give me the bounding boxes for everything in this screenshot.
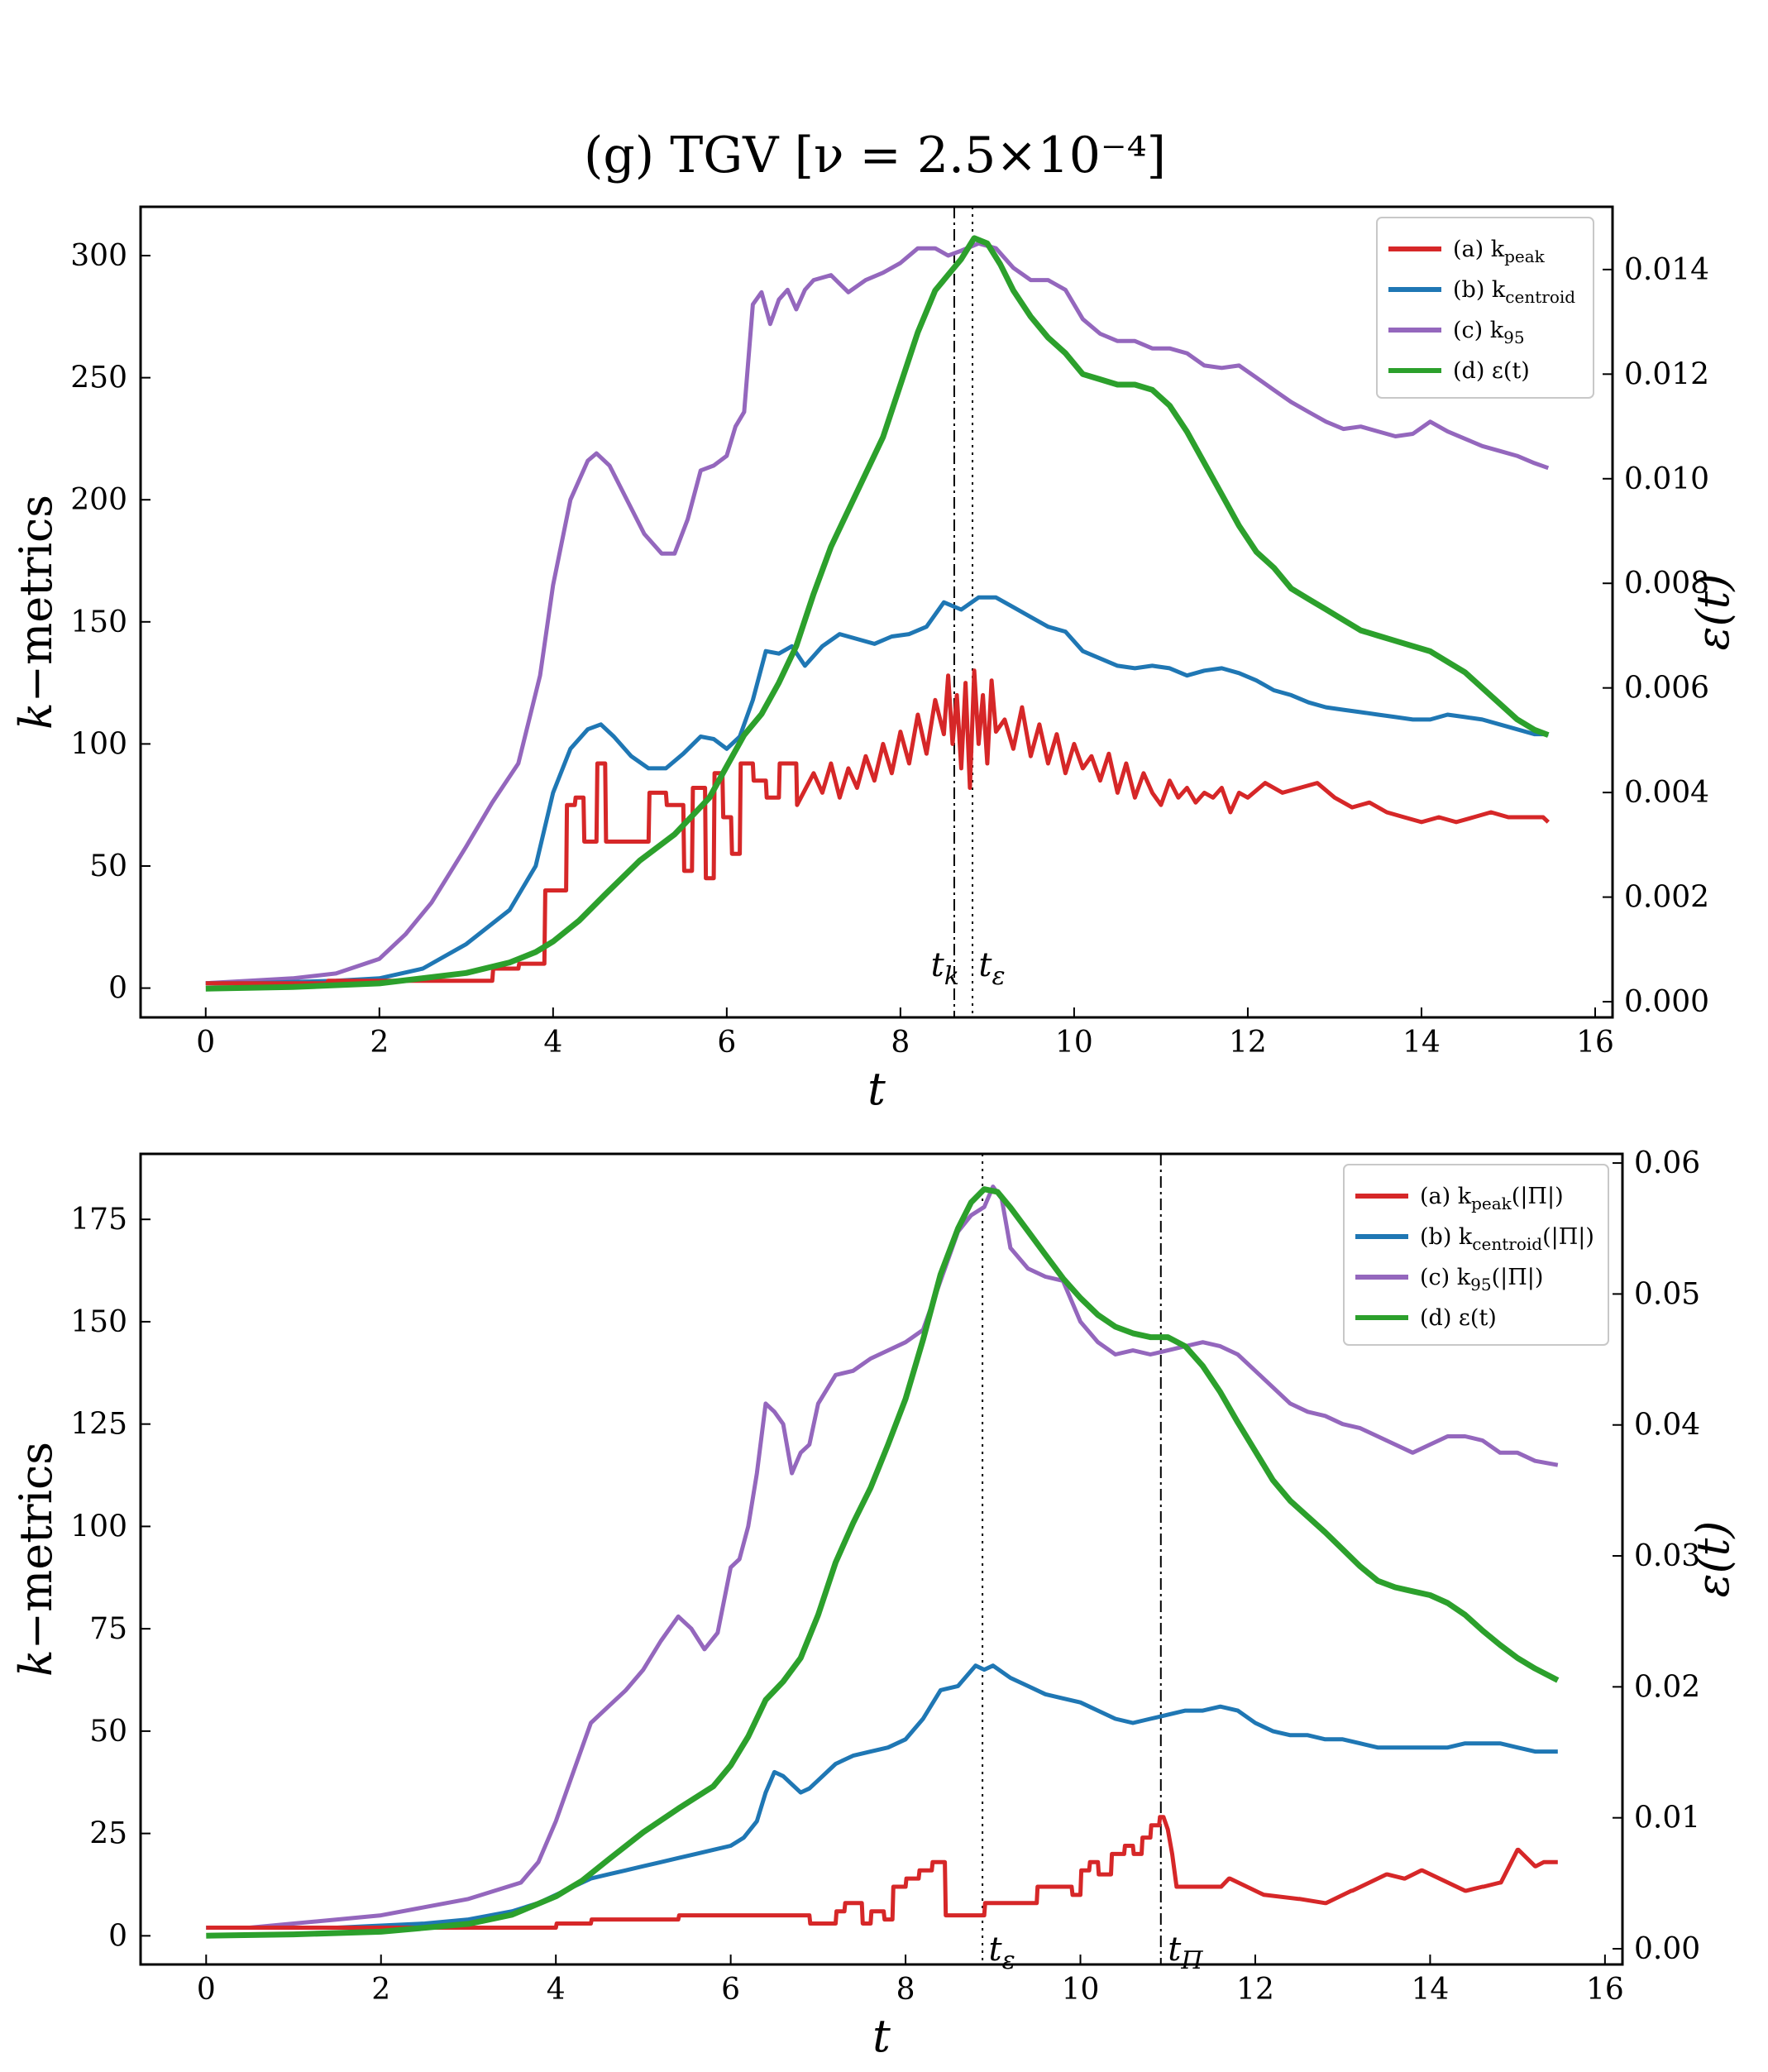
y-tick-label: 250 <box>70 361 127 395</box>
x-tick-label: 8 <box>896 1973 915 2007</box>
x-tick-label: 12 <box>1236 1973 1274 2007</box>
y2-tick-label: 0.02 <box>1634 1670 1700 1704</box>
y-tick-label: 75 <box>89 1612 127 1646</box>
legend-entry: (b) kcentroid(|Π|) <box>1420 1224 1594 1254</box>
y2-axis-label: ε(t) <box>1687 574 1739 651</box>
y2-tick-label: 0.03 <box>1634 1539 1700 1573</box>
y2-tick-label: 0.012 <box>1624 357 1709 391</box>
y2-tick-label: 0.05 <box>1634 1277 1700 1311</box>
y2-tick-label: 0.04 <box>1634 1409 1700 1443</box>
x-axis-label: t <box>872 2010 891 2062</box>
y2-tick-label: 0.000 <box>1624 985 1709 1019</box>
vline-annotation: tε <box>989 1931 1015 1975</box>
x-tick-label: 10 <box>1055 1026 1093 1060</box>
y2-tick-label: 0.014 <box>1624 253 1709 287</box>
y-tick-label: 200 <box>70 483 127 517</box>
y-tick-label: 25 <box>89 1817 127 1851</box>
legend-entry: (c) k95 <box>1453 318 1525 347</box>
y-tick-label: 0 <box>108 1919 127 1953</box>
x-tick-label: 2 <box>371 1973 390 2007</box>
x-tick-label: 8 <box>891 1026 910 1060</box>
series-line-green <box>205 235 1550 992</box>
bottom-panel: 0 2 4 6 8 10 12 14 16 0 25 50 75 100 125 150 175 0.00 0.01… <box>10 1146 1739 2062</box>
y-tick-label: 150 <box>70 605 127 639</box>
x-tick-label: 16 <box>1586 1973 1624 2007</box>
x-tick-label: 6 <box>717 1026 736 1060</box>
y-tick-label: 0 <box>108 972 127 1006</box>
vline-annotation: tk <box>931 946 959 991</box>
series-line-blue <box>205 595 1549 986</box>
y2-tick-label: 0.002 <box>1624 881 1709 915</box>
y-tick-label: 50 <box>89 849 127 883</box>
x-tick-label: 14 <box>1412 1973 1450 2007</box>
series-line-red <box>205 668 1551 986</box>
x-tick-label: 2 <box>370 1026 389 1060</box>
x-tick-label: 14 <box>1402 1026 1441 1060</box>
legend-entry: (d) ε(t) <box>1453 358 1530 384</box>
x-axis-label: t <box>867 1063 886 1115</box>
axes-frame <box>139 1152 1624 1966</box>
legend-entry: (a) kpeak <box>1453 237 1546 266</box>
series-line-green <box>206 1186 1560 1939</box>
figure-title: (g) TGV [ν = 2.5×10⁻⁴] <box>584 127 1166 184</box>
x-tick-label: 16 <box>1576 1026 1614 1060</box>
y2-tick-label: 0.010 <box>1624 462 1709 496</box>
y2-tick-label: 0.06 <box>1634 1146 1700 1180</box>
series-line-purple <box>205 241 1550 986</box>
top-panel: 0 2 4 6 8 10 12 14 16 0 50 100 150 200 250 300 0.000 0.00… <box>10 205 1739 1115</box>
legend-box <box>1343 1164 1609 1346</box>
series-line-red <box>206 1815 1558 1930</box>
y-axis-label: k−metrics <box>10 495 62 730</box>
legend-entry: (a) kpeak(|Π|) <box>1420 1184 1564 1213</box>
y-tick-label: 300 <box>70 239 127 273</box>
y-tick-label: 100 <box>70 727 127 761</box>
legend-entry: (b) kcentroid <box>1453 277 1575 307</box>
y-tick-label: 100 <box>70 1510 127 1543</box>
series-line-blue <box>206 1663 1558 1930</box>
x-tick-label: 12 <box>1229 1026 1267 1060</box>
y2-tick-label: 0.008 <box>1624 567 1709 601</box>
y-tick-label: 175 <box>70 1203 127 1237</box>
axes-frame <box>139 205 1614 1019</box>
vline-annotation: tε <box>978 946 1005 991</box>
y-axis-label: k−metrics <box>10 1442 62 1677</box>
x-tick-label: 4 <box>547 1973 566 2007</box>
y2-tick-label: 0.006 <box>1624 672 1709 706</box>
y-tick-label: 125 <box>70 1408 127 1442</box>
y2-tick-label: 0.01 <box>1634 1802 1700 1835</box>
y-tick-label: 50 <box>89 1715 127 1749</box>
legend-box <box>1376 217 1594 399</box>
legend-entry: (d) ε(t) <box>1420 1305 1497 1331</box>
x-tick-label: 10 <box>1062 1973 1100 2007</box>
y2-tick-label: 0.004 <box>1624 776 1709 810</box>
x-tick-label: 6 <box>721 1973 740 2007</box>
y2-axis-label: ε(t) <box>1687 1521 1739 1598</box>
x-tick-label: 0 <box>197 1973 216 2007</box>
x-tick-label: 4 <box>543 1026 562 1060</box>
y-tick-label: 150 <box>70 1305 127 1339</box>
vline-annotation: tΠ <box>1168 1931 1203 1975</box>
y2-tick-label: 0.00 <box>1634 1932 1700 1966</box>
x-tick-label: 0 <box>196 1026 215 1060</box>
legend-entry: (c) k95(|Π|) <box>1420 1265 1543 1294</box>
